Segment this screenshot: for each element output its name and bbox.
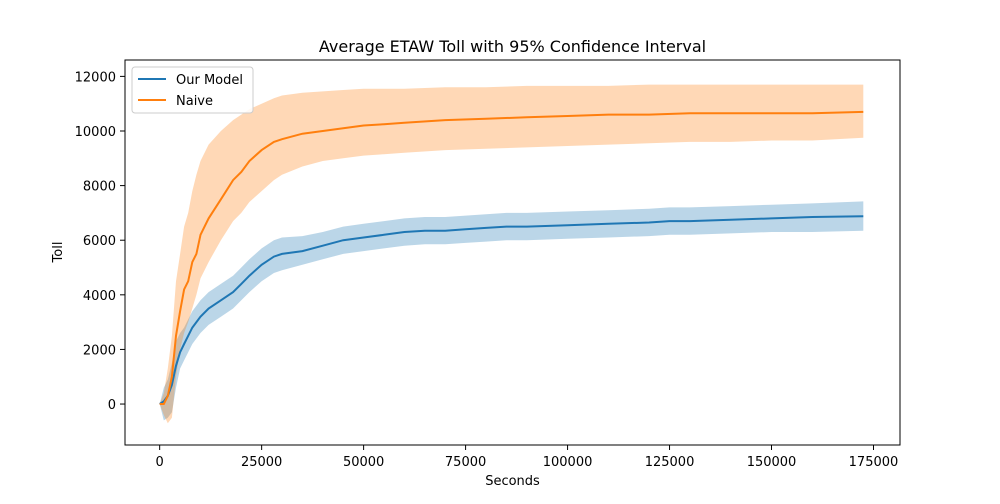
x-axis-label: Seconds	[485, 474, 540, 489]
confidence-bands	[159, 84, 864, 424]
y-tick-label: 10000	[75, 125, 116, 140]
legend-label-our-model: Our Model	[176, 73, 243, 88]
y-tick-label: 2000	[83, 343, 116, 358]
y-tick-label: 4000	[83, 289, 116, 304]
y-axis-label: Toll	[51, 242, 66, 264]
x-axis-ticks: 0 25000 50000 75000 100000 125000 150000 175000	[156, 445, 899, 470]
y-tick-label: 12000	[75, 70, 116, 85]
series-lines	[159, 110, 864, 405]
series-line-our-model	[159, 215, 864, 405]
series-line-naive	[159, 110, 864, 405]
legend-label-naive: Naive	[176, 94, 213, 109]
x-tick-label: 75000	[445, 455, 486, 470]
y-tick-label: 6000	[83, 234, 116, 249]
x-tick-label: 150000	[747, 455, 797, 470]
x-tick-label: 125000	[645, 455, 695, 470]
x-tick-label: 0	[156, 455, 164, 470]
legend: Our Model Naive	[131, 66, 254, 114]
x-tick-label: 25000	[241, 455, 282, 470]
x-tick-label: 50000	[343, 455, 384, 470]
x-tick-label: 175000	[849, 455, 899, 470]
confidence-band-our-model	[159, 201, 864, 421]
confidence-band-naive	[159, 84, 864, 424]
y-tick-label: 0	[108, 398, 116, 413]
x-tick-label: 100000	[543, 455, 593, 470]
plot-area-frame	[124, 59, 901, 446]
y-axis-ticks: 0 2000 4000 6000 8000 10000 12000	[75, 70, 125, 413]
chart-title: Average ETAW Toll with 95% Confidence In…	[319, 37, 706, 56]
y-tick-label: 8000	[83, 180, 116, 195]
